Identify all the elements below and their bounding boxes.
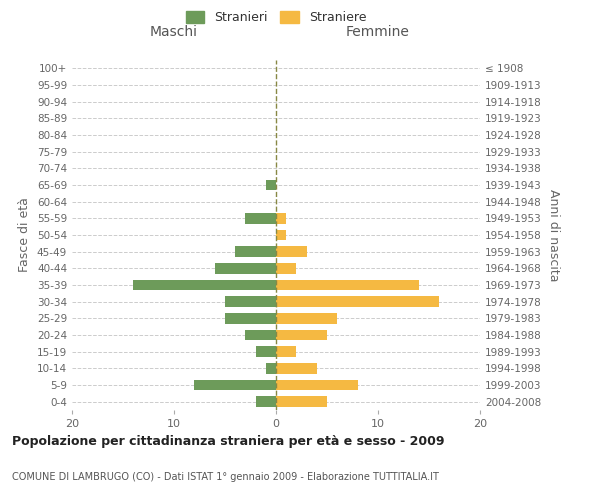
- Y-axis label: Anni di nascita: Anni di nascita: [547, 188, 560, 281]
- Bar: [266, 180, 276, 190]
- Bar: [276, 296, 439, 307]
- Bar: [225, 296, 276, 307]
- Bar: [276, 246, 307, 257]
- Bar: [256, 346, 276, 357]
- Bar: [276, 380, 358, 390]
- Bar: [245, 330, 276, 340]
- Bar: [235, 246, 276, 257]
- Bar: [133, 280, 276, 290]
- Bar: [276, 213, 286, 224]
- Bar: [215, 263, 276, 274]
- Text: Popolazione per cittadinanza straniera per età e sesso - 2009: Popolazione per cittadinanza straniera p…: [12, 435, 445, 448]
- Bar: [276, 330, 327, 340]
- Bar: [276, 263, 296, 274]
- Bar: [276, 230, 286, 240]
- Bar: [276, 396, 327, 407]
- Bar: [276, 363, 317, 374]
- Bar: [194, 380, 276, 390]
- Bar: [225, 313, 276, 324]
- Legend: Stranieri, Straniere: Stranieri, Straniere: [181, 6, 371, 29]
- Bar: [266, 363, 276, 374]
- Y-axis label: Fasce di età: Fasce di età: [19, 198, 31, 272]
- Text: Maschi: Maschi: [150, 25, 198, 39]
- Bar: [276, 346, 296, 357]
- Bar: [276, 313, 337, 324]
- Bar: [245, 213, 276, 224]
- Text: Femmine: Femmine: [346, 25, 410, 39]
- Text: COMUNE DI LAMBRUGO (CO) - Dati ISTAT 1° gennaio 2009 - Elaborazione TUTTITALIA.I: COMUNE DI LAMBRUGO (CO) - Dati ISTAT 1° …: [12, 472, 439, 482]
- Bar: [256, 396, 276, 407]
- Bar: [276, 280, 419, 290]
